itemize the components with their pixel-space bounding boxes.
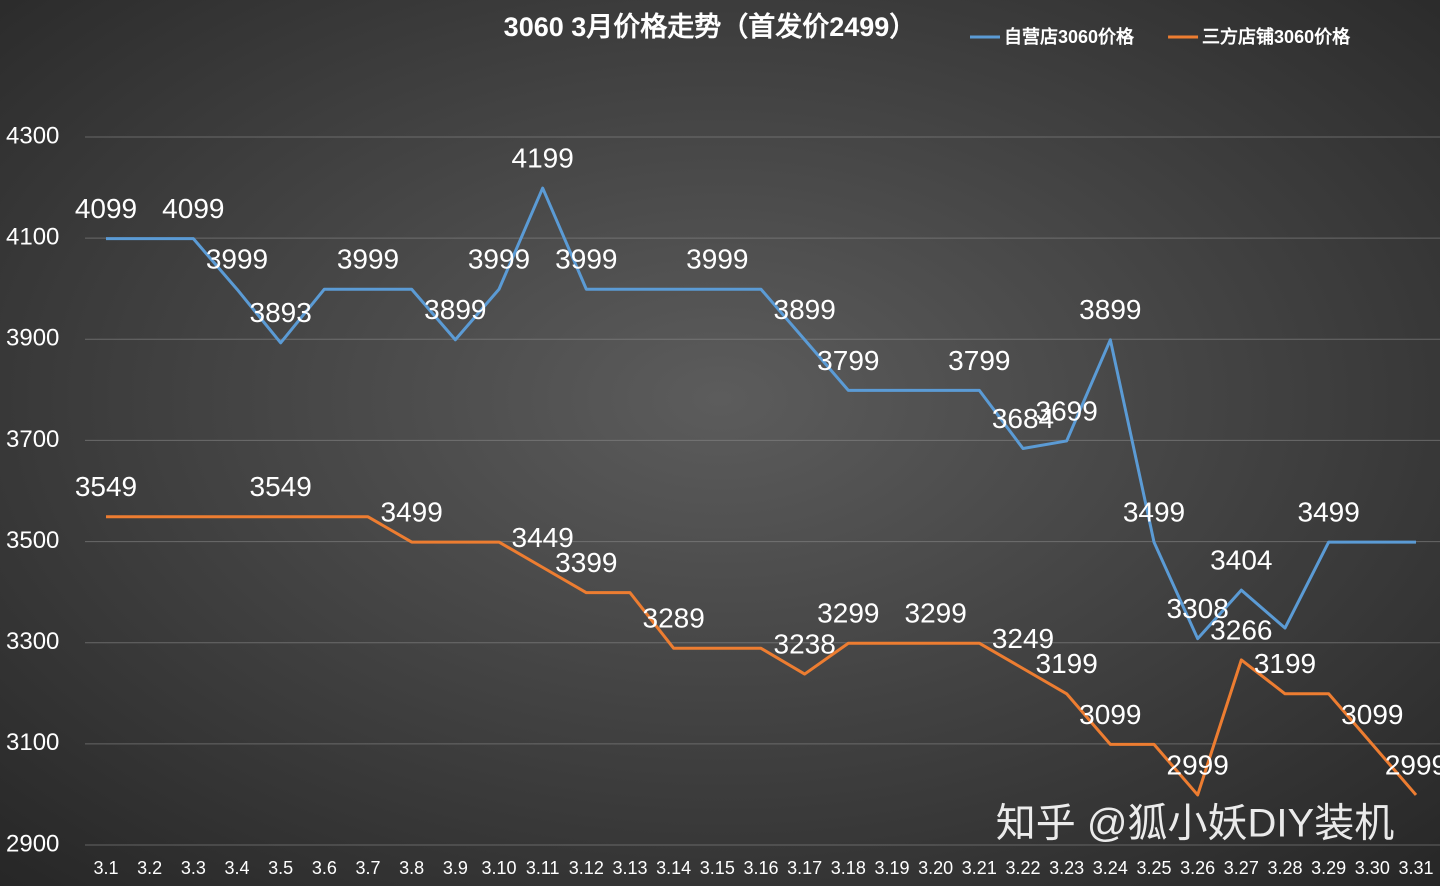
y-tick-label: 4100 bbox=[6, 223, 59, 250]
data-label: 3266 bbox=[1210, 614, 1272, 645]
x-tick-label: 3.17 bbox=[787, 858, 822, 878]
series-line bbox=[106, 515, 1418, 797]
data-label: 3199 bbox=[1036, 648, 1098, 679]
data-label: 3299 bbox=[905, 598, 967, 629]
data-label: 3449 bbox=[512, 522, 574, 553]
x-tick-label: 3.15 bbox=[700, 858, 735, 878]
x-tick-label: 3.9 bbox=[443, 858, 468, 878]
x-tick-label: 3.21 bbox=[962, 858, 997, 878]
data-label: 3308 bbox=[1167, 593, 1229, 624]
data-label: 2999 bbox=[1385, 749, 1440, 780]
x-tick-label: 3.8 bbox=[399, 858, 424, 878]
x-tick-label: 3.1 bbox=[93, 858, 118, 878]
x-tick-label: 3.14 bbox=[656, 858, 691, 878]
data-label: 3893 bbox=[250, 297, 312, 328]
data-label: 3249 bbox=[992, 623, 1054, 654]
y-tick-label: 3100 bbox=[6, 729, 59, 756]
x-tick-label: 3.24 bbox=[1093, 858, 1128, 878]
x-tick-label: 3.11 bbox=[526, 858, 560, 878]
data-label: 3549 bbox=[75, 471, 137, 502]
data-label: 3499 bbox=[381, 496, 443, 527]
x-tick-label: 3.20 bbox=[918, 858, 953, 878]
data-label: 3099 bbox=[1341, 699, 1403, 730]
data-label: 3999 bbox=[555, 244, 617, 275]
watermark: 知乎 @狐小妖DIY装机 bbox=[996, 802, 1394, 846]
x-tick-label: 3.31 bbox=[1398, 858, 1433, 878]
x-tick-label: 3.27 bbox=[1224, 858, 1259, 878]
data-label: 2999 bbox=[1167, 749, 1229, 780]
data-label: 3899 bbox=[1079, 294, 1141, 325]
y-tick-label: 4300 bbox=[6, 122, 59, 149]
x-tick-label: 3.18 bbox=[831, 858, 866, 878]
data-label: 3899 bbox=[774, 294, 836, 325]
x-tick-label: 3.28 bbox=[1267, 858, 1302, 878]
data-label: 4099 bbox=[75, 193, 137, 224]
x-tick-label: 3.5 bbox=[268, 858, 293, 878]
y-tick-label: 3500 bbox=[6, 527, 59, 554]
data-label: 3404 bbox=[1210, 545, 1272, 576]
x-tick-label: 3.12 bbox=[569, 858, 604, 878]
x-tick-label: 3.30 bbox=[1355, 858, 1390, 878]
data-label: 3699 bbox=[1036, 395, 1098, 426]
data-label: 3289 bbox=[643, 603, 705, 634]
x-tick-label: 3.25 bbox=[1136, 858, 1171, 878]
data-label: 3299 bbox=[817, 598, 879, 629]
x-tick-label: 3.10 bbox=[481, 858, 516, 878]
x-tick-label: 3.16 bbox=[743, 858, 778, 878]
series-line bbox=[106, 186, 1416, 641]
x-tick-label: 3.19 bbox=[874, 858, 909, 878]
data-label: 3999 bbox=[337, 244, 399, 275]
data-label: 3399 bbox=[555, 547, 617, 578]
x-tick-label: 3.13 bbox=[612, 858, 647, 878]
y-tick-label: 2900 bbox=[6, 830, 59, 857]
legend-label: 三方店铺3060价格 bbox=[1202, 26, 1351, 47]
y-tick-label: 3900 bbox=[6, 325, 59, 352]
y-tick-label: 3300 bbox=[6, 628, 59, 655]
data-label: 3684 bbox=[992, 403, 1054, 434]
x-tick-label: 3.2 bbox=[137, 858, 162, 878]
data-label: 3499 bbox=[1298, 496, 1360, 527]
data-label: 3499 bbox=[1123, 496, 1185, 527]
data-label: 3999 bbox=[468, 244, 530, 275]
data-label: 4199 bbox=[512, 142, 574, 173]
x-tick-label: 3.3 bbox=[181, 858, 206, 878]
data-label: 3099 bbox=[1079, 699, 1141, 730]
x-tick-label: 3.26 bbox=[1180, 858, 1215, 878]
x-tick-label: 3.4 bbox=[224, 858, 249, 878]
x-tick-label: 3.22 bbox=[1005, 858, 1040, 878]
y-tick-label: 3700 bbox=[6, 426, 59, 453]
data-label: 3999 bbox=[206, 244, 268, 275]
data-label: 3549 bbox=[250, 471, 312, 502]
data-label: 3799 bbox=[817, 345, 879, 376]
legend-label: 自营店3060价格 bbox=[1004, 26, 1135, 47]
data-label: 3899 bbox=[424, 294, 486, 325]
data-label: 4099 bbox=[162, 193, 224, 224]
x-tick-label: 3.23 bbox=[1049, 858, 1084, 878]
data-label: 3799 bbox=[948, 345, 1010, 376]
x-tick-label: 3.7 bbox=[355, 858, 380, 878]
x-tick-label: 3.29 bbox=[1311, 858, 1346, 878]
data-label: 3999 bbox=[686, 244, 748, 275]
chart-title: 3060 3月价格走势（首发价2499） bbox=[504, 11, 917, 42]
x-tick-label: 3.6 bbox=[312, 858, 337, 878]
data-label: 3238 bbox=[774, 628, 836, 659]
data-label: 3199 bbox=[1254, 648, 1316, 679]
